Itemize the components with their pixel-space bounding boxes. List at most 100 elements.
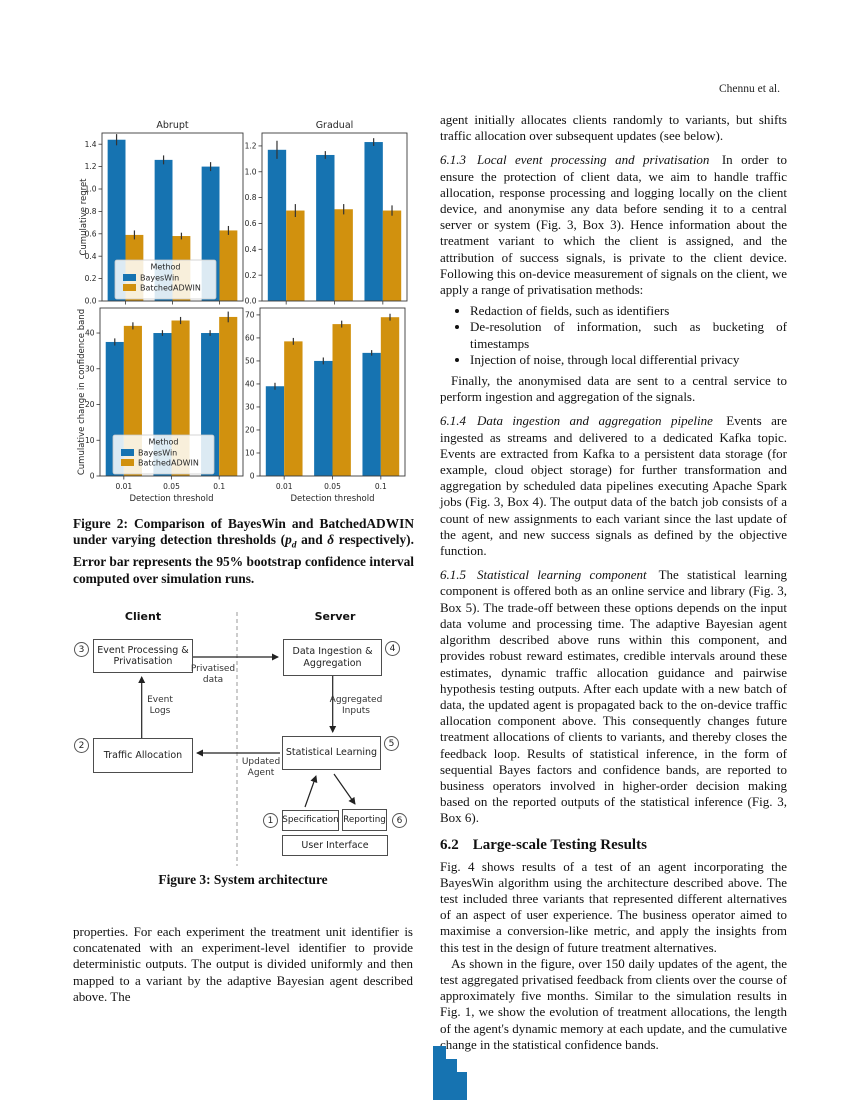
subsection-title: Data ingestion and aggregation pipeline [477,413,713,429]
subsection-6-1-3: 6.1.3 Local event processing and privatis… [440,152,787,298]
diagram-client-heading: Client [124,610,162,623]
svg-text:Cumulative change in confidenc: Cumulative change in confidence band [77,309,87,475]
section-title: Large-scale Testing Results [472,836,647,853]
box-reporting: Reporting [342,809,387,831]
svg-text:Method: Method [148,438,178,447]
svg-text:0.01: 0.01 [276,482,293,491]
subsection-title: Local event processing and privatisation [477,152,710,168]
edge-label-event-logs: Event Logs [147,695,173,716]
svg-text:60: 60 [245,334,255,343]
svg-text:Gradual: Gradual [316,120,354,131]
list-item: Redaction of fields, such as identifiers [470,303,787,319]
svg-text:0: 0 [90,472,95,481]
svg-text:1.0: 1.0 [85,185,97,194]
figure2-chart-svg: 0.0 0.2 0.4 0.6 0.8 1.0 1.2 1.4 Abrupt Cumulative… [77,120,408,504]
svg-text:70: 70 [245,311,255,320]
caption-text: and [296,532,328,548]
bullet-list: Redaction of fields, such as identifiers… [440,303,787,368]
section-6-2-heading: 6.2 Large-scale Testing Results [440,837,787,854]
paragraph: Fig. 4 shows results of a test of an age… [440,858,787,955]
diagram-arrows [138,612,356,866]
svg-text:50: 50 [245,357,255,366]
svg-text:0.8: 0.8 [85,207,97,216]
subsection-6-1-4: 6.1.4 Data ingestion and aggregation pipe… [440,413,787,559]
svg-text:Detection threshold: Detection threshold [290,494,374,504]
badge-6: 6 [392,813,407,828]
list-item: Injection of noise, through local differ… [470,352,787,368]
svg-text:BatchedADWIN: BatchedADWIN [138,459,199,468]
figure3-diagram: Client Server Event Processing & Privati… [73,610,413,902]
arrow-specification-to-learning [304,775,318,808]
left-column-paragraph: properties. For each experiment the trea… [73,924,413,1004]
subsection-text: In order to ensure the protection of cli… [440,152,788,298]
right-column: agent initially allocates clients random… [440,112,787,1053]
box-user-interface: User Interface [282,835,388,856]
badge-5: 5 [384,736,399,751]
svg-text:0.6: 0.6 [85,229,97,238]
svg-text:Cumulative regret: Cumulative regret [79,178,89,256]
svg-text:0.8: 0.8 [245,193,257,202]
section-number: 6.2 [440,836,459,853]
figure2-caption: Figure 2: Comparison of BayesWin and Bat… [73,516,414,587]
badge-3: 3 [74,642,89,657]
svg-text:0: 0 [250,472,255,481]
box-traffic-allocation: Traffic Allocation [93,738,193,773]
svg-text:10: 10 [85,436,95,445]
bullet-text: De-resolution of information, such as bu… [470,319,787,351]
math-delta: δ [327,532,335,548]
paragraph: Finally, the anonymised data are sent to… [440,373,787,405]
edge-label-updated-agent: Updated Agent [241,757,281,778]
bullet-text: Redaction of fields, such as identifiers [470,303,670,319]
cropped-next-figure-fragment [446,1059,457,1100]
diagram-server-heading: Server [314,610,356,623]
svg-text:0.2: 0.2 [85,274,97,283]
subsection-title: Statistical learning component [477,567,647,583]
subsection-text: The statistical learning component is of… [440,567,788,826]
svg-text:30: 30 [245,403,255,412]
arrow-learning-to-reporting [333,773,356,805]
svg-text:Abrupt: Abrupt [156,120,188,131]
paragraph: As shown in the figure, over 150 daily u… [440,955,787,1052]
svg-text:40: 40 [245,380,255,389]
svg-text:Detection threshold: Detection threshold [129,494,213,504]
running-header: Chennu et al. [719,83,780,95]
cropped-next-figure-fragment [433,1046,446,1100]
badge-4: 4 [385,641,400,656]
caption-text: respectively). Error bar represents the … [73,532,414,586]
box-data-ingestion: Data Ingestion & Aggregation [283,639,382,676]
svg-text:0.01: 0.01 [115,482,132,491]
svg-text:0.4: 0.4 [85,252,97,261]
box-event-processing: Event Processing & Privatisation [93,639,193,673]
figure2-charts: 0.0 0.2 0.4 0.6 0.8 1.0 1.2 1.4 Abrupt Cumulative… [73,118,409,510]
subsection-6-1-5: 6.1.5 Statistical learning component The … [440,567,787,826]
svg-text:0.2: 0.2 [245,271,257,280]
svg-text:0.0: 0.0 [245,297,257,306]
svg-text:1.0: 1.0 [245,167,257,176]
svg-text:BayesWin: BayesWin [140,274,179,283]
svg-text:0.05: 0.05 [163,482,180,491]
math-p-subscript: d [291,541,297,552]
subsection-text: Events are ingested as streams and deliv… [440,413,787,559]
badge-2: 2 [74,738,89,753]
svg-text:20: 20 [85,400,95,409]
svg-text:0.0: 0.0 [85,297,97,306]
svg-text:0.1: 0.1 [213,482,225,491]
figure3-caption: Figure 3: System architecture [158,872,328,887]
subsection-number: 6.1.5 [440,567,466,583]
box-statistical-learning: Statistical Learning [282,736,381,770]
svg-text:30: 30 [85,364,95,373]
svg-text:1.4: 1.4 [85,140,97,149]
badge-1: 1 [263,813,278,828]
edge-label-privatised-data: Privatised data [190,664,236,685]
svg-text:Method: Method [150,263,180,272]
svg-text:40: 40 [85,329,95,338]
list-item: De-resolution of information, such as bu… [470,319,787,351]
svg-text:BayesWin: BayesWin [138,449,177,458]
svg-text:BatchedADWIN: BatchedADWIN [140,284,201,293]
subsection-number: 6.1.3 [440,152,466,168]
bullet-text: Injection of noise, through local differ… [470,351,740,367]
svg-text:0.1: 0.1 [375,482,387,491]
svg-text:10: 10 [245,449,255,458]
svg-text:1.2: 1.2 [85,162,97,171]
